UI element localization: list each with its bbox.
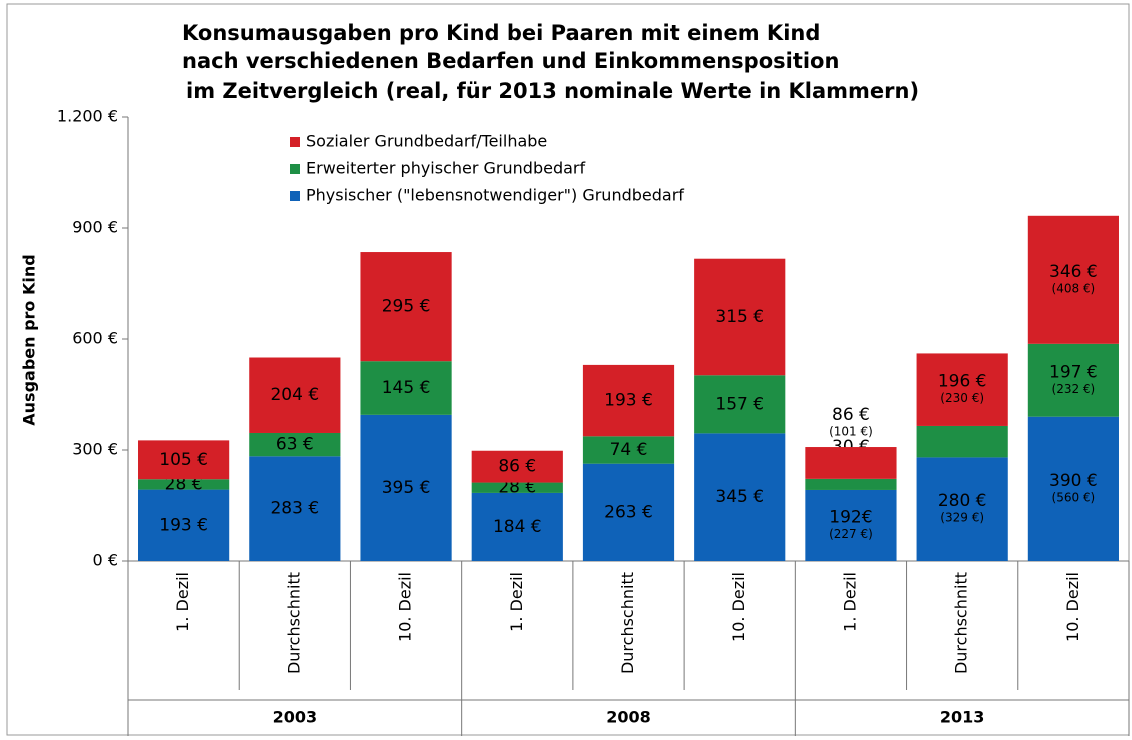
- value-label: 157 €: [715, 394, 764, 414]
- bar-segment: [1027, 416, 1119, 561]
- y-axis-label: Ausgaben pro Kind: [20, 254, 39, 425]
- legend-label: Physischer ("lebensnotwendiger") Grundbe…: [306, 186, 684, 205]
- value-label: 184 €: [493, 517, 542, 537]
- bar-segment: [360, 414, 452, 561]
- bar-segment: [582, 436, 675, 464]
- y-tick-label: 0 €: [93, 551, 118, 570]
- group-label: 2008: [606, 708, 651, 727]
- bar-segment: [694, 433, 786, 561]
- nominal-label: (101 €): [829, 425, 873, 439]
- value-label: 204 €: [270, 385, 319, 405]
- value-label: 28 €: [165, 474, 203, 494]
- value-label: 395 €: [382, 478, 431, 498]
- value-label: 86 €: [832, 405, 870, 425]
- x-tick-label: 10. Dezil: [1063, 572, 1082, 642]
- bar-segment: [916, 457, 1008, 561]
- bar-segment: [694, 258, 786, 376]
- bar-segment: [694, 375, 786, 434]
- bar-segment: [1027, 343, 1119, 417]
- x-tick-label: Durchschnitt: [284, 572, 303, 674]
- legend-swatch: [290, 137, 300, 147]
- x-tick-label: Durchschnitt: [618, 572, 637, 674]
- bar-segment: [582, 463, 675, 561]
- nominal-label: (329 €): [940, 511, 984, 525]
- legend-label: Sozialer Grundbedarf/Teilhabe: [306, 132, 547, 151]
- x-tick-label: 10. Dezil: [396, 572, 415, 642]
- bar-segment: [471, 450, 563, 483]
- x-tick-label: 1. Dezil: [840, 572, 859, 632]
- group-label: 2003: [273, 708, 318, 727]
- bar-segment: [471, 492, 563, 561]
- bar-segment: [916, 425, 1008, 458]
- value-label: 86 €: [498, 457, 536, 477]
- value-label: 283 €: [270, 499, 319, 519]
- y-tick-label: 300 €: [72, 440, 118, 459]
- nominal-label: (232 €): [1052, 382, 1096, 396]
- x-tick-label: 1. Dezil: [173, 572, 192, 632]
- group-label: 2013: [940, 708, 985, 727]
- value-label: 280 €: [938, 491, 987, 511]
- bar-segment: [805, 478, 897, 490]
- nominal-label: (560 €): [1052, 490, 1096, 504]
- x-tick-label: 1. Dezil: [507, 572, 526, 632]
- bar-segment: [138, 479, 230, 490]
- value-label: 263 €: [604, 502, 653, 522]
- value-label: 105 €: [159, 450, 208, 470]
- bar-segment: [138, 489, 230, 561]
- bar-segment: [805, 489, 897, 561]
- bar-segment: [916, 353, 1008, 426]
- bar-segment: [1027, 215, 1119, 344]
- value-label: 295 €: [382, 297, 431, 317]
- bar-segment: [360, 252, 452, 362]
- chart-title: im Zeitvergleich (real, für 2013 nominal…: [186, 79, 919, 103]
- legend-swatch: [290, 191, 300, 201]
- legend-swatch: [290, 164, 300, 174]
- chart-title: nach verschiedenen Bedarfen und Einkomme…: [182, 49, 839, 73]
- value-label: 63 €: [276, 435, 314, 455]
- value-label: 390 €: [1049, 471, 1098, 491]
- bar-segment: [138, 440, 230, 480]
- legend-label: Erweiterter phyischer Grundbedarf: [306, 159, 585, 178]
- value-label: 28 €: [498, 478, 536, 498]
- value-label: 346 €: [1049, 262, 1098, 282]
- x-tick-label: Durchschnitt: [952, 572, 971, 674]
- y-tick-label: 900 €: [72, 218, 118, 237]
- bar-segment: [249, 456, 341, 561]
- bar-segment: [805, 447, 897, 479]
- bar-segment: [471, 482, 563, 493]
- value-label: 192€: [829, 507, 872, 527]
- bar-segment: [249, 432, 341, 457]
- y-tick-label: 600 €: [72, 329, 118, 348]
- nominal-label: (230 €): [940, 391, 984, 405]
- value-label: 315 €: [715, 307, 764, 327]
- nominal-label: (227 €): [829, 527, 873, 541]
- chart-title: Konsumausgaben pro Kind bei Paaren mit e…: [182, 21, 820, 45]
- nominal-label: (408 €): [1052, 281, 1096, 295]
- value-label: 345 €: [715, 487, 764, 507]
- value-label: 193 €: [159, 515, 208, 535]
- value-label: 74 €: [610, 440, 648, 460]
- bar-segment: [360, 361, 452, 415]
- y-tick-label: 1.200 €: [57, 107, 118, 126]
- x-tick-label: 10. Dezil: [729, 572, 748, 642]
- value-label: 193 €: [604, 391, 653, 411]
- bar-segment: [582, 364, 675, 437]
- bar-segment: [249, 357, 341, 433]
- value-label: 197 €: [1049, 362, 1098, 382]
- value-label: 196 €: [938, 372, 987, 392]
- value-label: 145 €: [382, 378, 431, 398]
